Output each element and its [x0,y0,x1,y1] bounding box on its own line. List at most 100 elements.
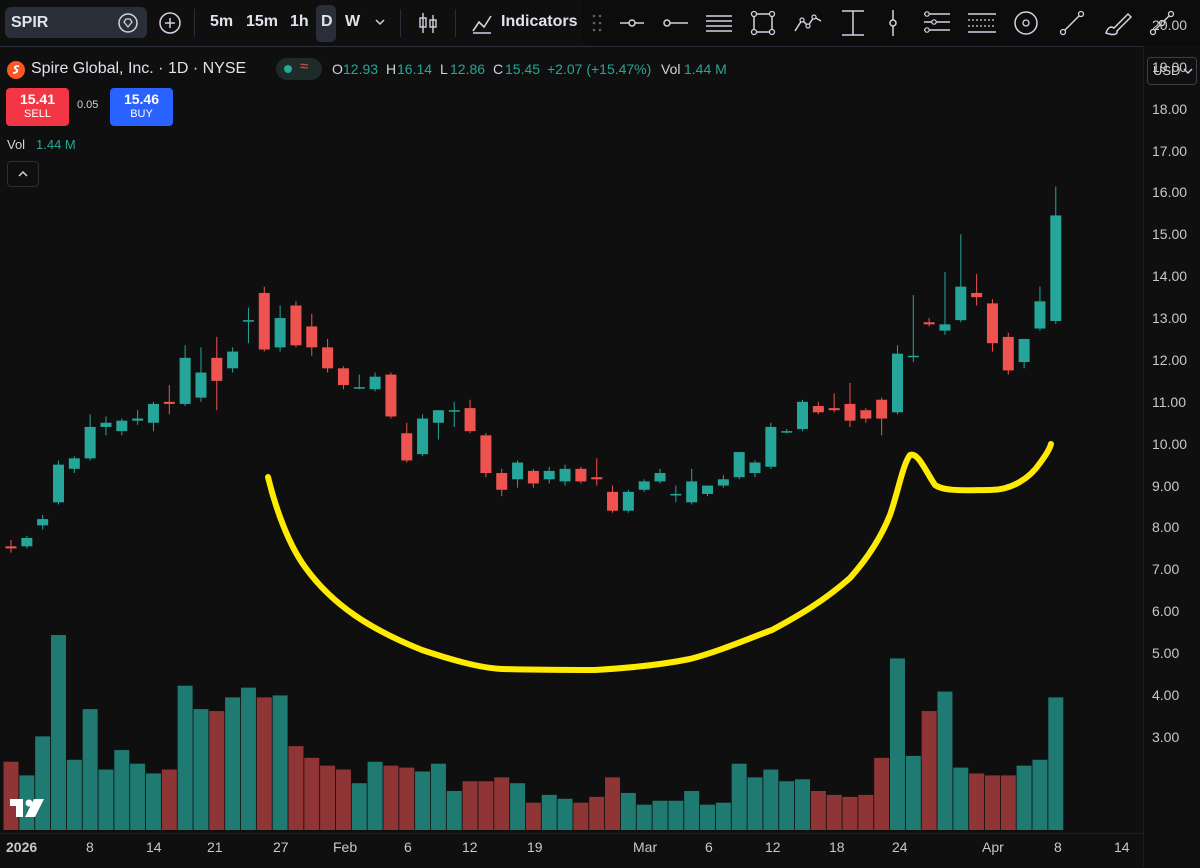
candle-body [891,353,903,413]
brush-icon[interactable] [1102,9,1132,37]
horizontal-line-icon[interactable] [662,11,690,35]
price-tick-label: 14.00 [1152,268,1188,285]
volume-bar [494,777,510,830]
volume-bar [541,794,557,830]
market-open-dot-icon [284,65,292,73]
path-icon[interactable] [792,11,824,35]
price-range-icon[interactable] [840,8,866,38]
separator [455,9,456,37]
candle-body [37,519,49,526]
horizontal-ray-icon[interactable] [618,11,646,35]
symbol-search[interactable]: SPIR [5,7,147,38]
volume-bar [66,759,82,830]
volume-bar [98,769,114,830]
realtime-wave-icon: ≈ [300,58,309,75]
volume-bar [225,697,241,830]
price-tick-label: 8.00 [1152,519,1180,536]
add-symbol-icon[interactable] [158,11,182,35]
interval-1h[interactable]: 1h [290,13,309,30]
candles-icon[interactable] [417,11,439,35]
volume-bar [620,792,636,830]
volume-bar [525,802,541,830]
drag-handle-icon[interactable] [592,14,602,32]
rectangle-icon[interactable] [750,9,776,37]
price-chart[interactable] [0,46,1143,833]
volume-bar [240,687,256,830]
low-label: L [440,61,448,77]
sell-button[interactable]: 15.41 SELL [6,88,69,126]
volume-bar [969,773,985,830]
candle-body [242,320,254,322]
low-value: 12.86 [450,61,486,77]
price-tick-label: 16.00 [1152,184,1188,201]
candle-body [654,473,666,482]
price-axis[interactable] [1143,46,1200,867]
parallel-lines-icon[interactable] [704,11,734,35]
collapse-legend-button[interactable] [7,161,39,187]
interval-d-active[interactable]: D [316,5,336,42]
volume-bar [462,781,478,830]
candle-body [84,426,96,459]
price-tick-label: 5.00 [1152,645,1180,662]
interval-5m[interactable]: 5m [210,13,234,30]
ruler-icon[interactable] [1148,9,1176,37]
candle-body [496,473,508,490]
candle-body [322,347,334,369]
candle-body [971,292,983,298]
date-tick-label: 19 [527,839,543,855]
candle-body [860,410,872,419]
vertical-line-icon[interactable] [886,8,900,38]
open-label: O [332,61,343,77]
currency-select[interactable]: USD [1147,57,1197,85]
volume-bar [779,781,795,830]
date-tick-label: 8 [86,839,94,855]
price-tick-label: 11.00 [1152,393,1186,410]
candle-body [52,464,64,503]
close-value: 15.45 [505,61,541,77]
tradingview-logo[interactable] [8,796,48,820]
separator [400,9,401,37]
candle-body [464,408,476,432]
indicators-button[interactable]: Indicators [501,13,578,30]
diamond-icon[interactable] [117,12,139,34]
candle-body [1050,215,1062,321]
date-tick-label: 18 [829,839,845,855]
symbol-title: Spire Global, Inc. · 1D · NYSE [31,60,247,77]
interval-w[interactable]: W [345,13,361,30]
volume-bar [842,796,858,830]
interval-15m[interactable]: 15m [246,13,279,30]
date-axis[interactable] [0,833,1143,868]
volume-bar [795,779,810,830]
candle-body [195,372,207,398]
date-tick-label: 8 [1054,839,1062,855]
volume-bar [399,767,415,830]
volume-bar [921,711,937,830]
volume-bar [130,763,146,830]
buy-label: BUY [130,108,153,120]
date-tick-label: Feb [333,839,358,855]
measure-icon[interactable] [966,10,998,36]
volume-bar [573,802,589,830]
fib-levels-icon[interactable] [922,10,952,36]
chevron-down-icon[interactable] [374,17,386,27]
candle-body [717,479,729,486]
volume-bar [1048,697,1064,830]
circle-icon[interactable] [1012,9,1040,37]
symbol-text: SPIR [11,14,49,31]
date-tick-label: 27 [273,839,289,855]
volume-value: 1.44 M [684,61,727,77]
volume-bar [114,750,130,830]
volume-bar [351,783,367,830]
buy-button[interactable]: 15.46 BUY [110,88,173,126]
indicators-icon[interactable] [470,11,494,35]
trend-line-icon[interactable] [1058,9,1086,37]
market-status-pill[interactable]: ≈ [276,58,322,80]
candle-body [5,546,17,549]
price-tick-label: 17.00 [1152,142,1188,159]
candle-body [986,303,998,344]
candle-body [417,418,429,455]
volume-bar [684,791,700,830]
candle-body [1002,336,1014,371]
price-tick-label: 9.00 [1152,477,1180,494]
volume-bar [161,769,177,830]
